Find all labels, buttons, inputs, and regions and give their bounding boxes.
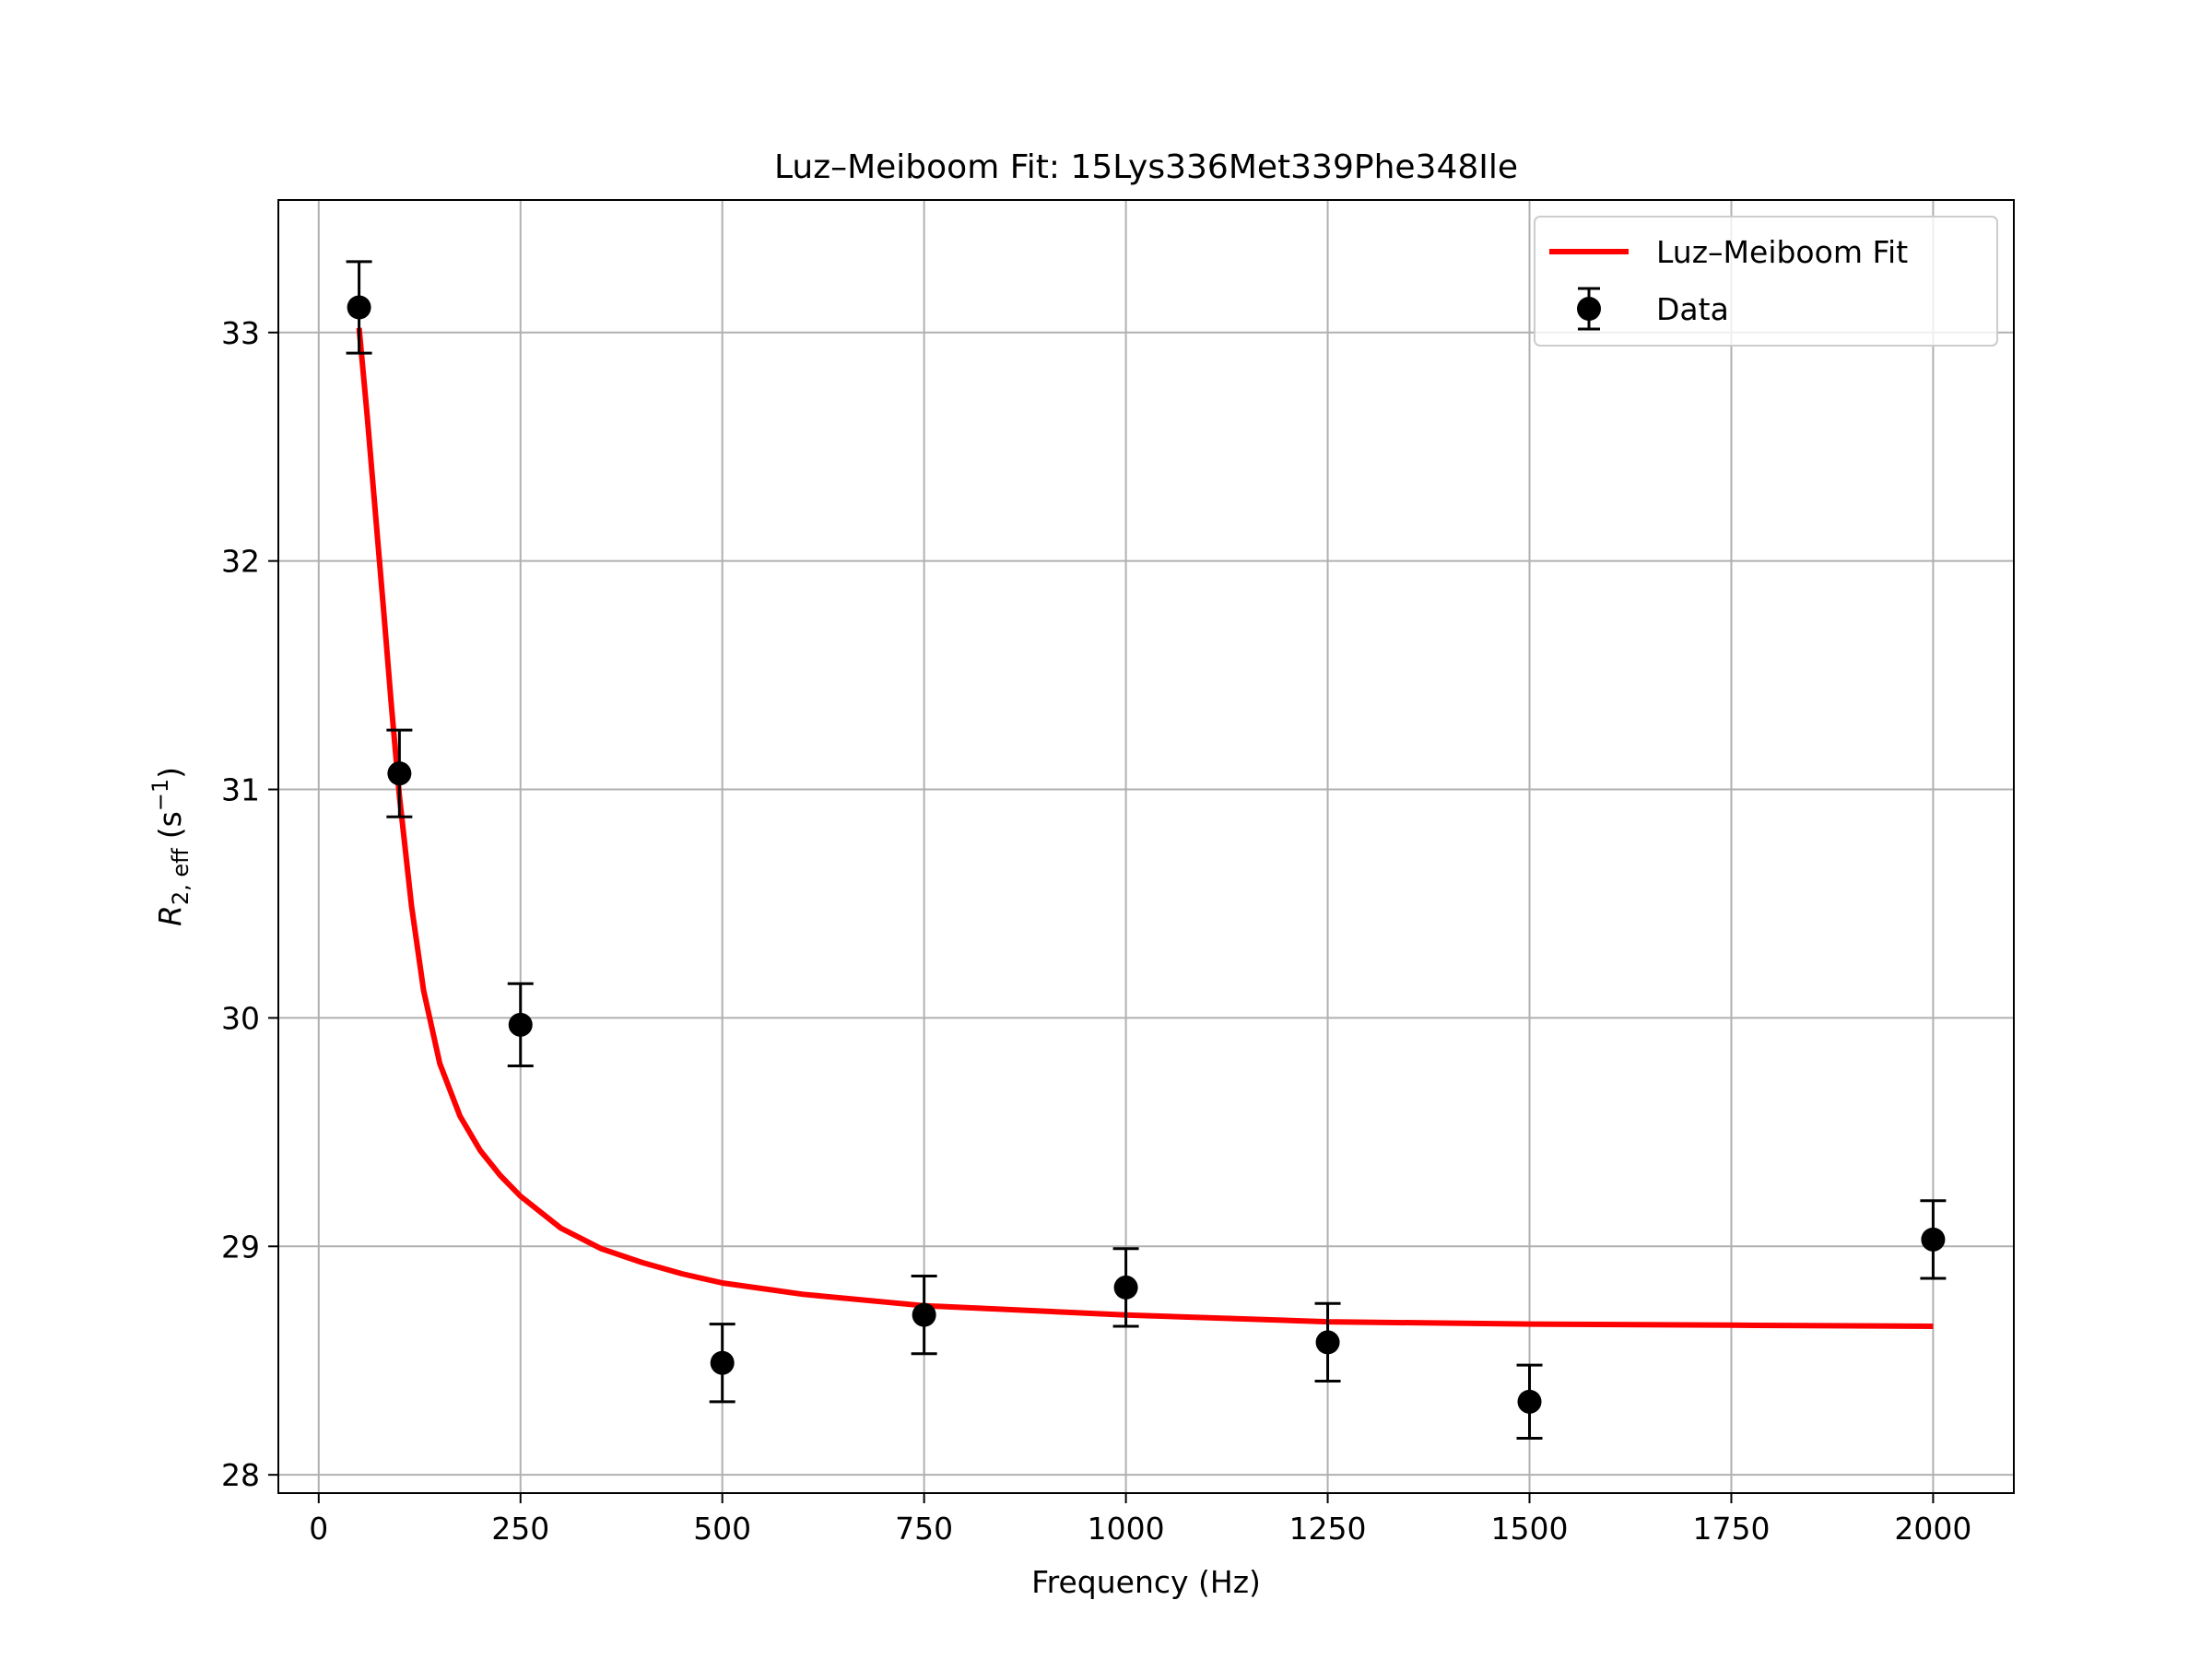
y-tick-label: 32	[221, 544, 260, 580]
data-marker	[387, 761, 412, 786]
y-tick-label: 28	[221, 1457, 260, 1493]
y-tick-label: 31	[221, 772, 260, 808]
axis-ticks: 0 250 500 750 1000 1250 1500 1750 2000 28 29 30 31 32…	[221, 315, 1971, 1547]
y-axis-label-subscript: 2, eff	[168, 848, 194, 905]
legend-box	[1534, 216, 1998, 347]
x-tick-label: 2000	[1894, 1511, 1971, 1547]
data-marker	[1921, 1227, 1946, 1252]
x-tick-label: 1750	[1692, 1511, 1770, 1547]
y-tick-label: 30	[221, 1000, 260, 1036]
data-marker	[1315, 1330, 1340, 1355]
data-marker	[912, 1302, 936, 1327]
data-point	[911, 1275, 937, 1356]
data-point	[1516, 1363, 1543, 1441]
y-axis-label-unit-sup: −1	[147, 779, 173, 811]
data-marker	[710, 1350, 735, 1375]
data-point	[1920, 1199, 1947, 1280]
x-tick-label: 250	[491, 1511, 549, 1547]
y-axis-label-main: R	[152, 905, 188, 926]
grid-lines	[278, 200, 2014, 1493]
data-point	[507, 982, 534, 1067]
legend-fit-label: Luz–Meiboom Fit	[1656, 234, 1908, 270]
x-tick-label: 500	[693, 1511, 751, 1547]
x-tick-label: 1000	[1088, 1511, 1165, 1547]
data-point	[1314, 1301, 1341, 1383]
x-tick-label: 0	[309, 1511, 328, 1547]
data-marker	[1113, 1275, 1138, 1300]
x-tick-label: 1500	[1491, 1511, 1569, 1547]
data-point	[346, 260, 372, 355]
y-axis-label: R2, eff (s−1)	[147, 767, 194, 926]
data-point	[386, 728, 413, 818]
legend: Luz–Meiboom Fit Data	[1534, 216, 1998, 347]
y-axis-label-unit-prefix: (s	[152, 811, 188, 839]
x-tick-label: 750	[895, 1511, 953, 1547]
x-tick-label: 1250	[1289, 1511, 1367, 1547]
x-axis-label: Frequency (Hz)	[1031, 1564, 1261, 1600]
legend-data-marker	[1577, 297, 1601, 321]
y-axis-label-unit-suffix: )	[152, 767, 188, 779]
plot-frame	[277, 199, 2015, 1494]
y-tick-label: 33	[221, 315, 260, 351]
data-marker	[1517, 1389, 1542, 1414]
legend-data-label: Data	[1656, 291, 1729, 327]
data-marker	[508, 1012, 533, 1037]
y-tick-label: 29	[221, 1229, 260, 1265]
data-point	[1112, 1247, 1139, 1328]
data-marker	[347, 295, 371, 320]
chart-title: Luz–Meiboom Fit: 15Lys336Met339Phe348Ile	[774, 148, 1518, 186]
data-point	[709, 1323, 735, 1404]
data-points-group	[346, 260, 1947, 1441]
